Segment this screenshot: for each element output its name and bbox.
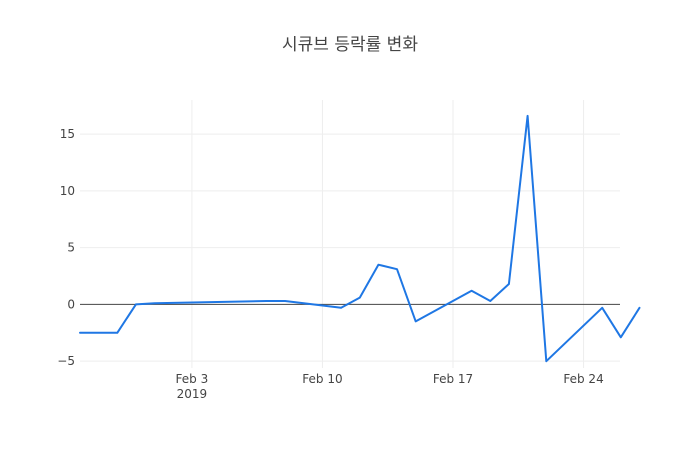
- y-tick-label: 15: [60, 127, 75, 141]
- x-gridlines: [191, 100, 585, 368]
- x-tick-label: Feb 10: [302, 372, 342, 386]
- y-tick-label: 10: [60, 184, 75, 198]
- y-tick-label: 0: [67, 297, 75, 311]
- x-tick-label: Feb 3: [176, 372, 209, 386]
- x-tick-label: Feb 17: [433, 372, 473, 386]
- series-line: [79, 114, 641, 363]
- x-tick-year-label: 2019: [177, 387, 208, 401]
- series-layer: [79, 114, 641, 363]
- y-gridlines: [80, 133, 620, 362]
- x-tick-label: Feb 24: [563, 372, 603, 386]
- y-axis-ticks: 15 10 5 0 −5: [57, 127, 75, 368]
- y-tick-label: 5: [67, 241, 75, 255]
- y-tick-label: −5: [57, 354, 75, 368]
- chart-title: 시큐브 등락률 변화: [282, 35, 418, 55]
